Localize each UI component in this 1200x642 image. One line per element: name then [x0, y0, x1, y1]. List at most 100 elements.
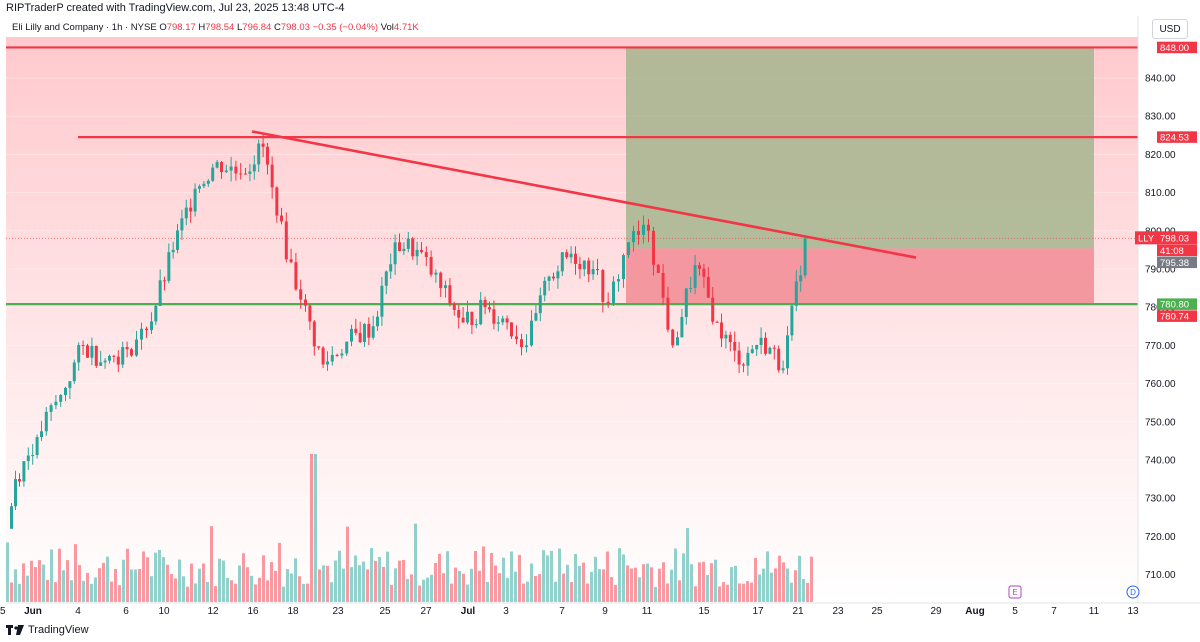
price-tag-text: 780.74 — [1160, 312, 1189, 323]
y-tick-label: 740.00 — [1145, 456, 1176, 467]
candle-body — [790, 305, 794, 336]
candle-body — [448, 285, 452, 304]
event-icon-frame — [1008, 585, 1022, 599]
x-tick-label: 10 — [158, 606, 170, 617]
candle-body — [64, 387, 67, 396]
candle-body — [479, 299, 483, 325]
candle-body — [415, 249, 419, 257]
candle-body — [198, 186, 201, 189]
price-tag-bg — [1157, 231, 1197, 245]
volume-bar — [182, 576, 185, 602]
candle-body — [335, 354, 339, 356]
volume-bar — [38, 560, 41, 602]
volume-bar — [282, 586, 285, 602]
candle-body — [252, 164, 256, 172]
candle-body — [380, 285, 384, 317]
candle-body — [786, 335, 789, 369]
volume-bar — [82, 580, 85, 602]
volume-bar — [526, 581, 529, 602]
volume-bar — [562, 573, 565, 602]
volume-bar — [266, 580, 269, 602]
candle-body — [158, 280, 162, 306]
volume-bar — [810, 556, 813, 602]
volume-bar — [286, 568, 289, 602]
volume-bar — [394, 568, 397, 602]
volume-bar — [110, 581, 113, 602]
volume-bar — [274, 570, 277, 602]
volume-bar — [58, 548, 61, 602]
volume-bar — [318, 569, 321, 602]
volume-bar — [622, 554, 625, 602]
volume-bar — [734, 565, 737, 602]
volume-bar — [246, 567, 249, 602]
candle-body — [777, 348, 781, 371]
volume-bar — [142, 551, 145, 602]
candle-body — [330, 354, 334, 362]
legend-volume: 4.71K — [393, 22, 419, 33]
volume-bar — [294, 558, 297, 602]
y-tick-label: 830.00 — [1145, 112, 1176, 123]
candle-body — [684, 288, 688, 317]
candle-body — [647, 224, 650, 231]
x-tick-label: 23 — [832, 606, 844, 617]
volume-bar — [42, 564, 45, 602]
volume-bar — [542, 550, 545, 602]
price-axis[interactable]: 710.00 720.00 730.00 740.00 750.00 760.00 770.… — [1145, 74, 1176, 582]
candle-body — [746, 352, 750, 366]
candle-body — [671, 329, 675, 346]
volume-bar — [310, 454, 313, 602]
volume-bar — [610, 577, 613, 602]
volume-bar — [654, 586, 657, 602]
x-tick-label: 21 — [792, 606, 804, 617]
candle-body — [211, 167, 215, 181]
volume-bar — [278, 542, 281, 602]
x-tick-label: 9 — [602, 606, 608, 617]
volume-bar — [630, 568, 633, 602]
candle-body — [470, 311, 474, 325]
candle-body — [689, 287, 693, 289]
volume-bar — [374, 560, 377, 602]
x-tick-label: 12 — [207, 606, 219, 617]
event-icon-e: E — [1008, 585, 1022, 599]
x-tick-label: Jun — [24, 606, 42, 617]
volume-bar — [218, 558, 221, 602]
volume-bar — [414, 523, 417, 602]
candle-body — [543, 280, 547, 296]
volume-bar — [442, 573, 445, 602]
volume-bar — [590, 571, 593, 602]
candle-body — [530, 320, 533, 346]
candle-body — [733, 342, 737, 351]
volume-bar — [254, 584, 257, 602]
position-zones — [626, 47, 1094, 305]
candle-body — [371, 326, 375, 338]
candle-body — [652, 230, 655, 265]
candle-body — [125, 347, 129, 350]
candle-body — [116, 356, 120, 365]
candle-body — [321, 347, 325, 365]
volume-bar — [730, 567, 733, 602]
candle-body — [234, 166, 238, 174]
candle-body — [505, 318, 509, 323]
volume-bar — [726, 584, 729, 602]
volume-bar — [602, 569, 605, 602]
candle-body — [606, 301, 610, 304]
volume-bar — [6, 542, 9, 602]
volume-bar — [538, 574, 541, 602]
candle-body — [220, 162, 223, 173]
event-icon-d: D — [1126, 585, 1140, 599]
candle-body — [10, 506, 13, 529]
candle-body — [461, 317, 465, 323]
candle-body — [632, 231, 635, 243]
price-tag-bg — [1157, 256, 1197, 269]
candle-body — [189, 207, 193, 212]
volume-bar — [314, 454, 317, 602]
volume-bar — [338, 550, 341, 602]
candle-body — [358, 332, 362, 343]
x-tick-label: 25 — [871, 606, 883, 617]
time-axis[interactable]: Jun 4 6 10 12 16 18 23 25 27 Jul 3 7 9 11 15 17 21 23 25 29 A… — [0, 585, 1140, 617]
volume-bar — [270, 562, 273, 602]
x-tick-label: 15 — [698, 606, 710, 617]
volume-bar — [138, 568, 141, 602]
currency-button[interactable]: USD — [1152, 19, 1188, 39]
